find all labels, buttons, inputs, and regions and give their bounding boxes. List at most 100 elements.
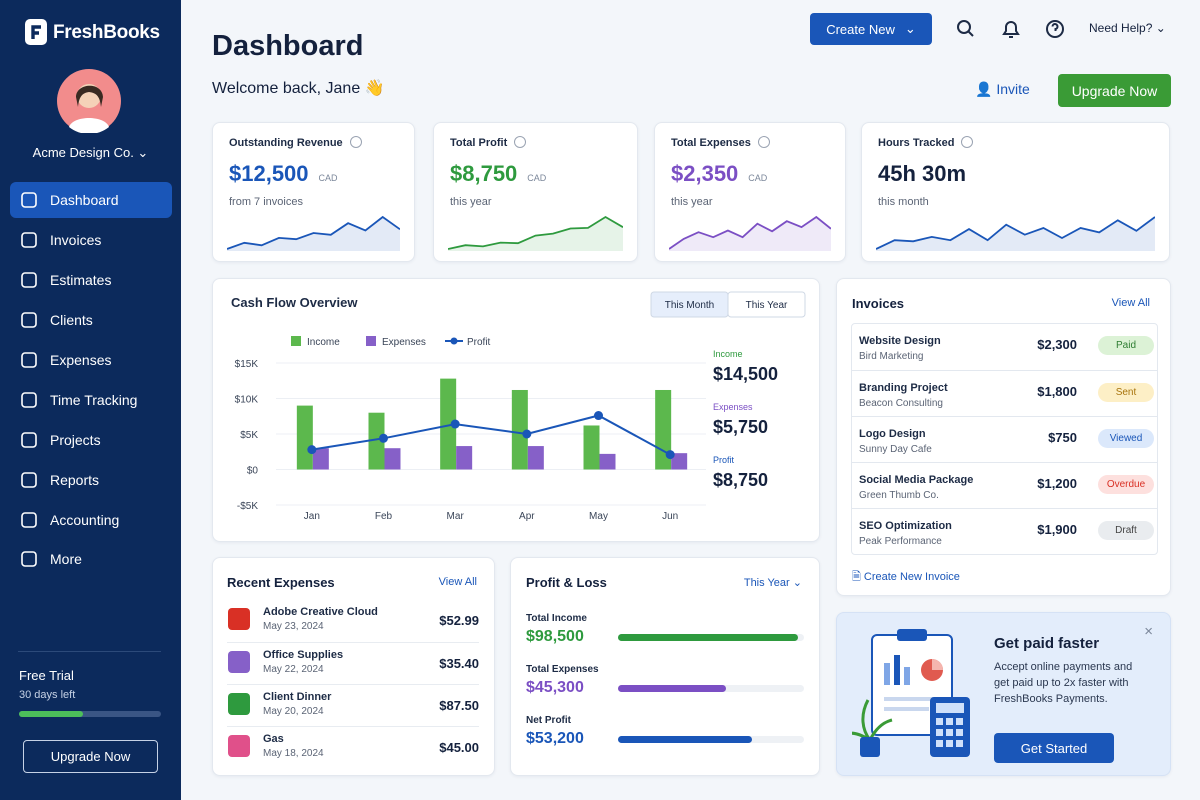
promo-illustration <box>852 629 970 757</box>
bar <box>440 378 457 470</box>
invoice-amount: $1,800 <box>1037 384 1077 399</box>
caret: ⌄ <box>904 21 916 36</box>
expenses-view-all[interactable]: View All <box>438 576 477 588</box>
invoice-client: Beacon Consulting <box>859 398 943 409</box>
promo-close[interactable]: × <box>1144 623 1153 640</box>
y-tick-label: $0 <box>247 466 259 477</box>
create-invoice-label: Create New Invoice <box>863 571 960 583</box>
cash-flow-card: Cash Flow Overview This Month This Year In… <box>212 278 820 542</box>
pnl-bar <box>618 685 726 692</box>
invoices-view-all[interactable]: View All <box>1111 297 1150 309</box>
nav-item[interactable]: Time Tracking <box>10 382 172 418</box>
company-switcher[interactable]: Acme Design Co. ⌄ <box>32 145 149 160</box>
invite-button[interactable]: 👤 Invite <box>975 81 1030 97</box>
kpi-sub: from 7 invoices <box>229 196 303 208</box>
pnl-value: $98,500 <box>526 628 584 645</box>
brand-name: FreshBooks <box>53 22 160 43</box>
x-tick-label: May <box>589 511 608 522</box>
invoice-name: Social Media Package <box>859 474 974 486</box>
nav-icon <box>21 232 37 248</box>
nav-icon <box>21 392 37 408</box>
sparkline-line <box>669 215 831 250</box>
toggle-label: This Month <box>665 300 714 311</box>
kpi-unit: CAD <box>318 173 338 183</box>
pnl-card: Profit & Loss This Year ⌄ Total Income $9… <box>510 557 820 776</box>
nav-icon-shape <box>21 472 37 488</box>
profit-point <box>594 411 603 421</box>
invoice-row[interactable]: Logo Design Sunny Day Cafe $750 Viewed <box>852 416 1157 462</box>
nav-label: Estimates <box>50 272 112 288</box>
nav-item[interactable]: Accounting <box>10 502 172 538</box>
profit-line <box>311 414 671 456</box>
expense-row: Client Dinner May 20, 2024 $87.50 <box>227 684 479 726</box>
kpi-label: Total Expenses <box>671 136 770 149</box>
upgrade-button[interactable]: Upgrade Now <box>23 740 158 773</box>
nav-icon-shape <box>21 272 37 288</box>
nav-icon-shape <box>21 551 37 567</box>
get-started-button[interactable]: Get Started <box>994 733 1114 763</box>
invoice-row[interactable]: Social Media Package Green Thumb Co. $1,20… <box>852 462 1157 508</box>
info-icon <box>349 136 362 148</box>
pnl-value: $45,300 <box>526 679 584 696</box>
expense-icon <box>228 693 250 715</box>
nav-label: Reports <box>50 472 100 488</box>
nav-item[interactable]: Dashboard <box>10 182 172 218</box>
nav-item[interactable]: Projects <box>10 422 172 458</box>
pnl-track <box>618 685 804 692</box>
nav-label: Expenses <box>50 352 112 368</box>
expense-icon <box>228 651 250 673</box>
nav-label: Invoices <box>50 232 102 248</box>
create-new-button[interactable]: Create New ⌄ <box>810 13 932 45</box>
pnl-track <box>618 634 804 641</box>
invoice-row[interactable]: Branding Project Beacon Consulting $1,800 S… <box>852 370 1157 416</box>
kpi-unit: CAD <box>748 173 768 183</box>
nav-item[interactable]: Reports <box>10 462 172 498</box>
expense-name: Client Dinner <box>263 691 332 703</box>
invoice-name: Logo Design <box>859 428 926 440</box>
nav-item[interactable]: Clients <box>10 302 172 338</box>
help-icon[interactable] <box>1046 20 1064 38</box>
search-icon[interactable] <box>957 20 974 37</box>
expense-icon <box>228 735 250 757</box>
sparkline-line <box>876 216 1155 250</box>
toggle-button[interactable] <box>727 291 806 318</box>
invoice-client: Peak Performance <box>859 536 942 547</box>
kpi-value: $12,500 <box>229 161 309 186</box>
pnl-period[interactable]: This Year ⌄ <box>743 577 802 589</box>
nav-label: Time Tracking <box>50 392 138 408</box>
help-label: Need Help? <box>1089 21 1153 35</box>
nav-item[interactable]: Expenses <box>10 342 172 378</box>
kpi-unit: CAD <box>527 173 547 183</box>
upgrade-now-button[interactable]: Upgrade Now <box>1058 74 1171 107</box>
help-menu[interactable]: Need Help? ⌄ <box>1089 21 1166 35</box>
profit-point <box>379 433 388 443</box>
summary-label: Expenses <box>713 402 753 412</box>
nav-item[interactable]: Invoices <box>10 222 172 258</box>
info-icon <box>757 136 770 148</box>
nav-item[interactable]: Estimates <box>10 262 172 298</box>
kpi-value-row: $2,350 CAD <box>671 161 767 187</box>
invoice-row[interactable]: Website Design Bird Marketing $2,300 Paid <box>852 324 1157 370</box>
toggle-label: This Year <box>746 300 788 311</box>
y-tick-label: $15K <box>235 359 259 370</box>
status-badge: Sent <box>1098 383 1154 402</box>
nav-icon <box>21 472 37 488</box>
nav-item[interactable]: More <box>10 541 172 577</box>
period-toggle: This Month This Year <box>650 291 806 318</box>
nav-icon-shape <box>21 392 37 408</box>
trial-label: Free Trial <box>19 668 74 683</box>
sparkline <box>669 215 831 251</box>
sidebar: FreshBooks Acme Design Co. ⌄ Dashboard In… <box>0 0 181 800</box>
page-title: Dashboard <box>212 30 364 62</box>
pnl-bar <box>618 736 752 743</box>
profit-point <box>522 429 532 439</box>
invoice-row[interactable]: SEO Optimization Peak Performance $1,900 Dr… <box>852 508 1157 554</box>
nav-icon-shape <box>21 432 37 448</box>
promo-title: Get paid faster <box>994 635 1100 652</box>
bell-icon[interactable] <box>1002 21 1020 38</box>
sparkline-area <box>876 217 1155 251</box>
chart-title: Cash Flow Overview <box>231 295 358 310</box>
create-invoice-link[interactable]: 🗎 Create New Invoice <box>852 571 960 583</box>
pnl-title: Profit & Loss <box>526 575 607 590</box>
nav-label: Projects <box>50 432 101 448</box>
